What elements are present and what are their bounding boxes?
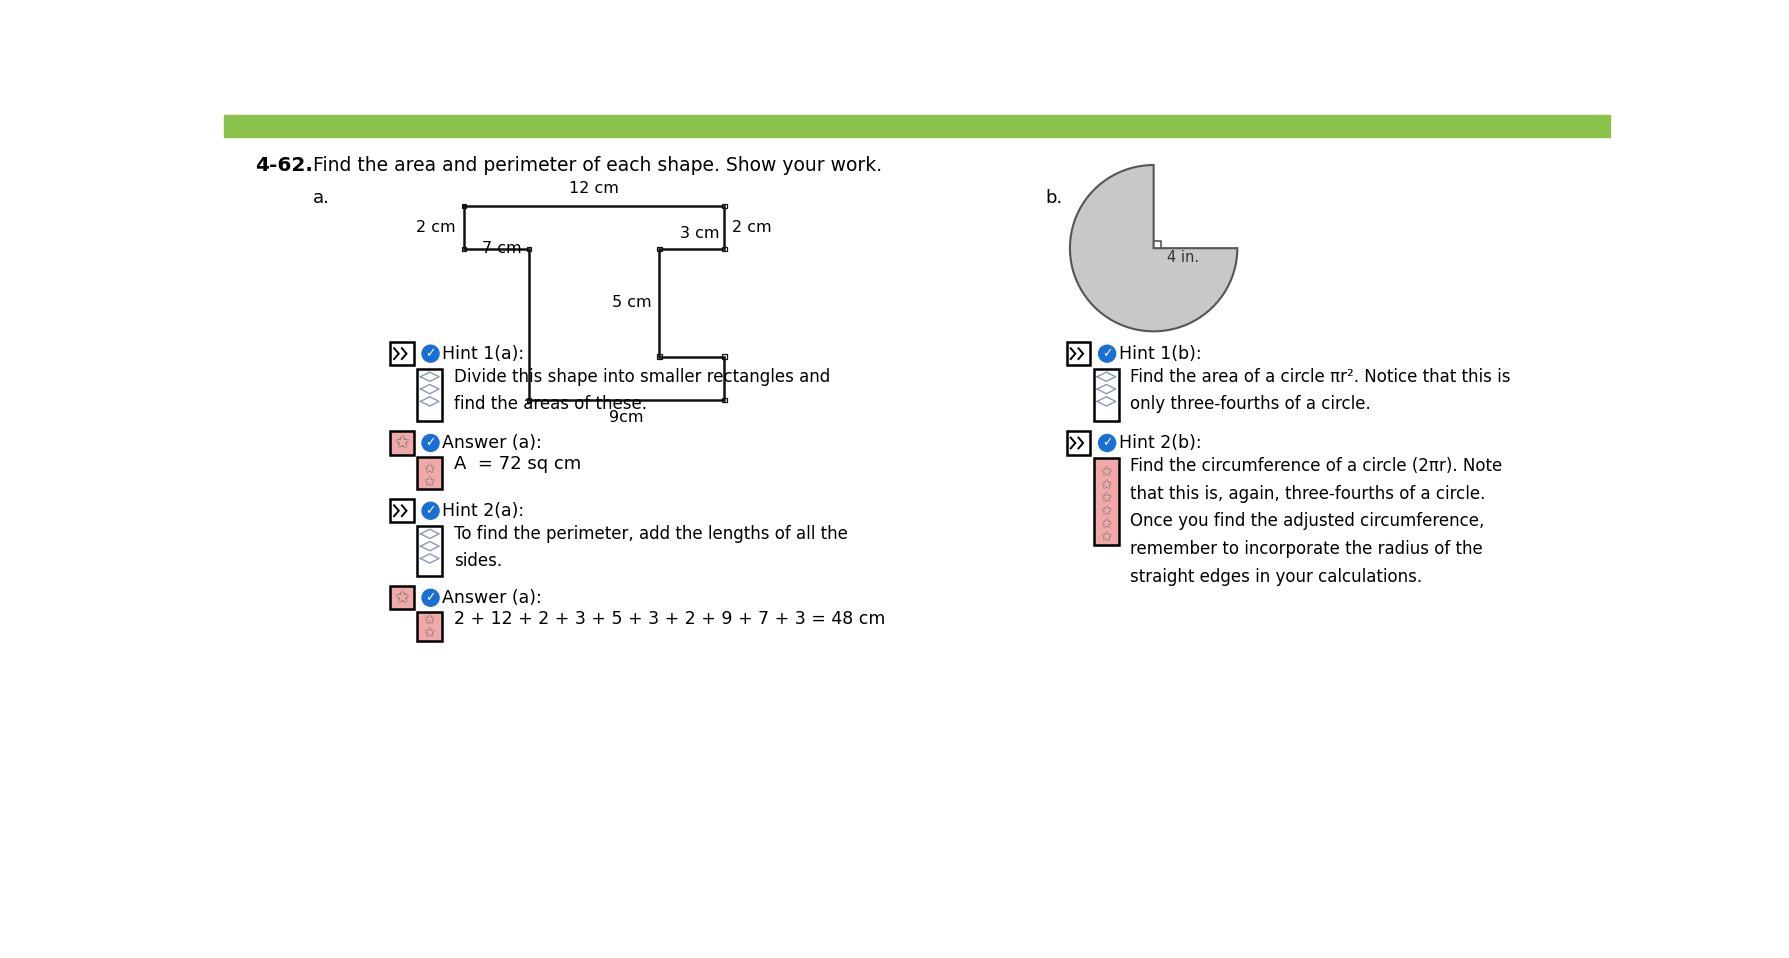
Text: ✓: ✓	[426, 504, 437, 517]
Text: 5 cm: 5 cm	[612, 295, 651, 310]
Bar	[417, 526, 442, 576]
Text: Find the circumference of a circle (2πr). Note
that this is, again, three-fourth: Find the circumference of a circle (2πr)…	[1131, 457, 1503, 586]
Bar	[657, 354, 662, 359]
Text: ✓: ✓	[426, 591, 437, 604]
Bar	[723, 203, 726, 208]
Text: ✩: ✩	[1100, 516, 1113, 531]
Bar	[526, 246, 531, 251]
Text: Find the area and perimeter of each shape. Show your work.: Find the area and perimeter of each shap…	[313, 156, 882, 174]
Bar	[1066, 342, 1090, 365]
Text: ✓: ✓	[1102, 436, 1113, 449]
Text: 2 cm: 2 cm	[732, 220, 771, 235]
Text: ✩: ✩	[1100, 477, 1113, 491]
Text: A  = 72 sq cm: A = 72 sq cm	[454, 455, 581, 473]
Text: ✩: ✩	[394, 434, 410, 452]
Text: ✓: ✓	[426, 347, 437, 360]
Text: Hint 2(b):: Hint 2(b):	[1118, 434, 1202, 452]
Bar	[723, 398, 726, 402]
Text: To find the perimeter, add the lengths of all the
sides.: To find the perimeter, add the lengths o…	[454, 525, 848, 570]
Text: 7 cm: 7 cm	[481, 241, 521, 257]
Text: ✩: ✩	[1100, 504, 1113, 517]
Wedge shape	[1070, 165, 1238, 331]
Text: 3 cm: 3 cm	[680, 226, 719, 241]
Text: 12 cm: 12 cm	[569, 181, 619, 195]
Text: ✩: ✩	[1100, 465, 1113, 478]
Circle shape	[422, 502, 438, 519]
Bar	[390, 431, 413, 454]
Text: 2 + 12 + 2 + 3 + 5 + 3 + 2 + 9 + 7 + 3 = 48 cm: 2 + 12 + 2 + 3 + 5 + 3 + 2 + 9 + 7 + 3 =…	[454, 610, 886, 628]
Text: Answer (a):: Answer (a):	[442, 589, 542, 606]
Bar	[1093, 458, 1118, 544]
Text: ✩: ✩	[394, 589, 410, 606]
Text: b.: b.	[1045, 189, 1063, 207]
Text: Hint 2(a):: Hint 2(a):	[442, 502, 524, 520]
Bar	[224, 115, 1610, 137]
Circle shape	[422, 435, 438, 451]
Bar	[390, 586, 413, 609]
Text: 2 cm: 2 cm	[417, 220, 456, 235]
Bar	[462, 203, 467, 208]
Text: ✩: ✩	[424, 474, 435, 489]
Text: Hint 1(a):: Hint 1(a):	[442, 345, 524, 363]
Bar	[417, 369, 442, 422]
Circle shape	[1098, 435, 1116, 451]
Text: a.: a.	[313, 189, 329, 207]
Circle shape	[1098, 345, 1116, 362]
Circle shape	[422, 589, 438, 606]
Bar	[723, 246, 726, 251]
Circle shape	[422, 345, 438, 362]
Text: Find the area of a circle πr². Notice that this is
only three-fourths of a circl: Find the area of a circle πr². Notice th…	[1131, 368, 1512, 413]
Bar	[657, 246, 662, 251]
Bar	[417, 611, 442, 641]
Text: ✩: ✩	[1100, 530, 1113, 544]
Bar	[417, 457, 442, 490]
Text: ✓: ✓	[426, 436, 437, 449]
Text: Divide this shape into smaller rectangles and
find the areas of these.: Divide this shape into smaller rectangle…	[454, 368, 830, 413]
Bar	[1093, 369, 1118, 422]
Bar	[462, 246, 467, 251]
Text: 4-62.: 4-62.	[254, 156, 313, 174]
Text: ✩: ✩	[424, 627, 435, 640]
Text: ✓: ✓	[1102, 347, 1113, 360]
Text: 9cm: 9cm	[610, 410, 644, 424]
Bar	[390, 499, 413, 522]
Text: ✩: ✩	[424, 462, 435, 475]
Text: 4 in.: 4 in.	[1166, 250, 1199, 265]
Text: ✩: ✩	[424, 613, 435, 627]
Text: Hint 1(b):: Hint 1(b):	[1118, 345, 1202, 363]
Bar	[723, 354, 726, 359]
Bar	[1066, 431, 1090, 454]
Text: ✩: ✩	[1100, 490, 1113, 505]
Bar	[390, 342, 413, 365]
Bar	[526, 398, 531, 402]
Text: Answer (a):: Answer (a):	[442, 434, 542, 452]
